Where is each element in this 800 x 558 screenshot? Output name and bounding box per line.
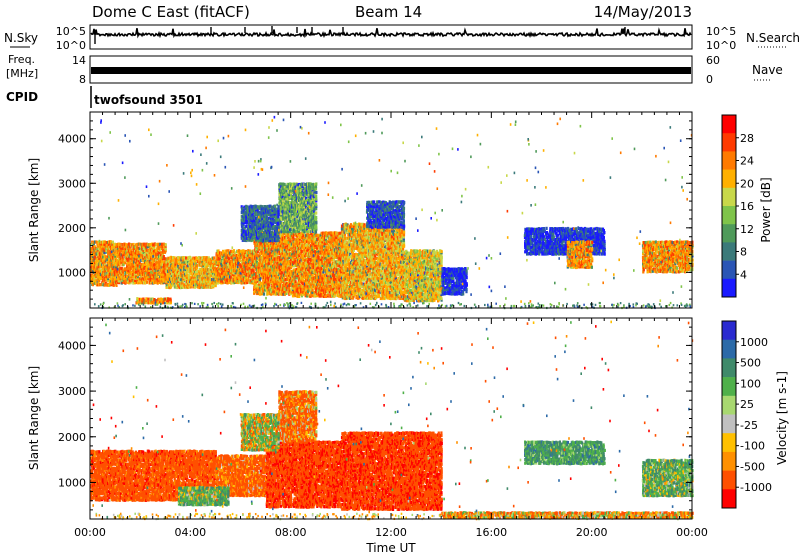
nave-bottom-label: 0: [706, 73, 713, 86]
data-cell: [189, 256, 191, 259]
beam-title: Beam 14: [355, 3, 422, 21]
power-cells: [90, 116, 694, 309]
data-cell: [146, 281, 148, 284]
data-cell: [196, 264, 198, 267]
cpid-value: twofsound 3501: [94, 93, 203, 107]
freq-strip: Freq. [MHz] 14 8 60 0 Nave: [6, 53, 783, 86]
nsky-bottom-label: 10^0: [56, 39, 86, 52]
nsky-line: [91, 28, 691, 36]
nsearch-top-label: 10^5: [706, 25, 736, 38]
data-cell: [165, 243, 167, 246]
freq-bottom-label: 8: [79, 73, 86, 86]
nsky-label: N.Sky: [4, 31, 38, 45]
date-title: 14/May/2013: [594, 3, 692, 21]
data-cell: [149, 243, 151, 246]
freq-top-label: 14: [72, 54, 86, 67]
station-title: Dome C East (fitACF): [92, 3, 250, 21]
nsky-trace: [91, 26, 691, 44]
nave-top-label: 60: [706, 54, 720, 67]
data-cell: [165, 247, 167, 250]
freq-label-line1: Freq.: [8, 53, 35, 66]
nsky-strip: N.Sky 10^5 10^0 10^5 10^0 N.Search: [4, 25, 800, 52]
data-cell: [185, 256, 187, 259]
plot-canvas: Dome C East (fitACF) Beam 14 14/May/2013…: [0, 0, 800, 554]
nsky-frame: [90, 25, 692, 49]
freq-label-line2: [MHz]: [6, 67, 38, 80]
nsky-top-label: 10^5: [56, 25, 86, 38]
radar-summary-plot: Dome C East (fitACF) Beam 14 14/May/2013…: [0, 0, 800, 554]
nsearch-label: N.Search: [746, 31, 800, 45]
nave-label: Nave: [752, 63, 783, 77]
data-cell: [167, 257, 169, 260]
nsearch-bottom-label: 10^0: [706, 39, 736, 52]
cpid-label: CPID: [6, 90, 38, 104]
freq-trace: [91, 67, 691, 74]
